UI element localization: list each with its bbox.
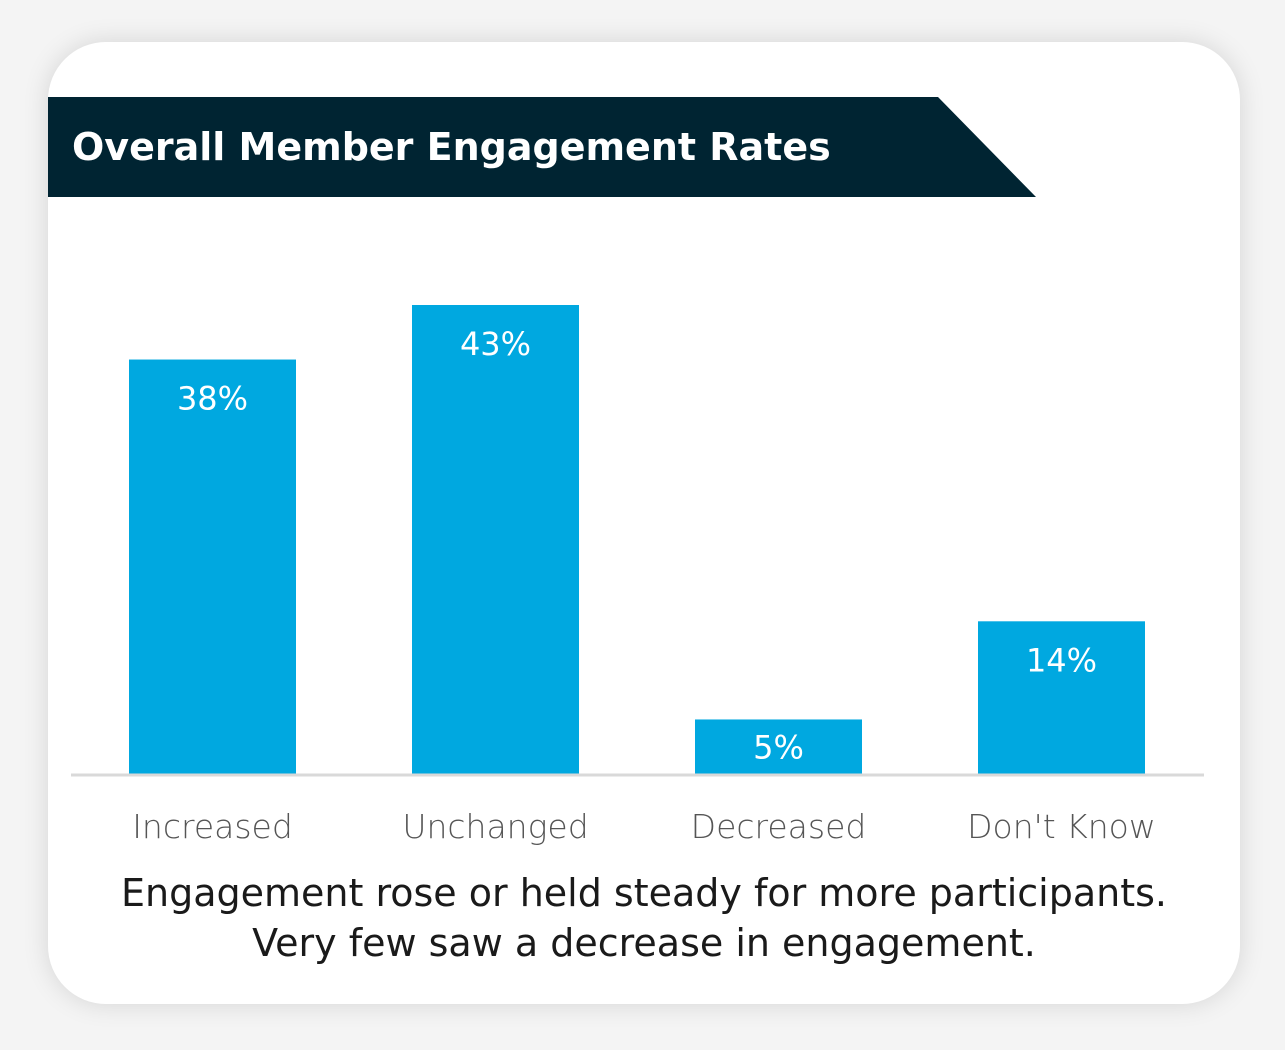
chart-title: Overall Member Engagement Rates [72, 125, 831, 169]
category-label: Increased [132, 807, 293, 846]
bar-don-t-know [978, 621, 1145, 774]
title-banner-shape [48, 97, 1036, 197]
bar-unchanged [412, 305, 579, 774]
category-label: Unchanged [402, 807, 588, 846]
category-label: Don't Know [967, 807, 1156, 846]
data-label: 43% [460, 325, 531, 363]
category-label: Decreased [691, 807, 867, 846]
caption-line-2: Very few saw a decrease in engagement. [252, 921, 1036, 965]
title-banner: Overall Member Engagement Rates [48, 97, 1036, 197]
data-label: 5% [753, 729, 804, 767]
data-label: 14% [1026, 641, 1097, 679]
bar-increased [129, 359, 296, 774]
data-label: 38% [177, 380, 248, 418]
chart-caption: Engagement rose or held steady for more … [48, 868, 1240, 968]
caption-line-1: Engagement rose or held steady for more … [120, 871, 1168, 915]
bar-decreased [695, 719, 862, 774]
